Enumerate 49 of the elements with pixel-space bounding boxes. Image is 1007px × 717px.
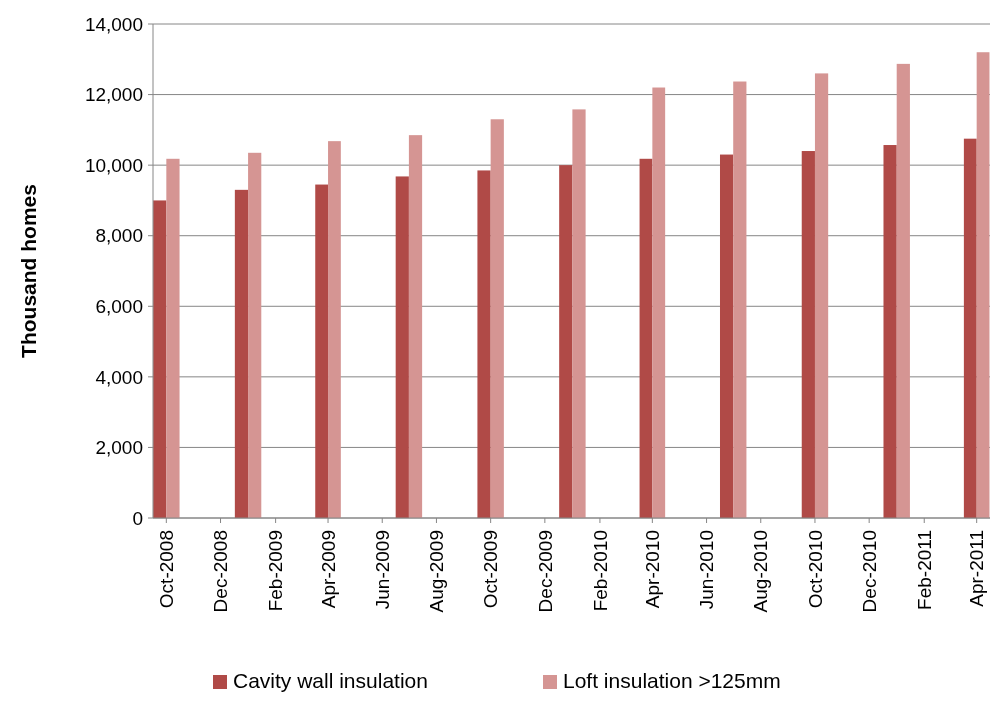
x-tick-label: Aug-2010 — [750, 530, 772, 613]
y-tick-label: 14,000 — [84, 13, 143, 35]
bar — [719, 154, 734, 518]
bar — [153, 200, 167, 518]
x-tick-label: Oct-2009 — [480, 530, 502, 609]
y-tick-label: 4,000 — [95, 366, 143, 388]
x-tick-label: Oct-2008 — [155, 530, 177, 609]
bar — [976, 52, 990, 518]
y-tick-label: 6,000 — [95, 295, 143, 317]
x-tick-label: Apr-2009 — [317, 530, 339, 609]
bar — [639, 158, 653, 518]
bar — [315, 184, 329, 518]
y-tick-label: 2,000 — [95, 437, 143, 459]
bar — [248, 152, 262, 518]
x-tick-label: Apr-2011 — [966, 530, 988, 607]
bar — [477, 170, 491, 518]
y-tick-label: 0 — [132, 507, 143, 529]
bar — [896, 63, 910, 518]
x-tick-label: Apr-2010 — [642, 530, 664, 609]
bar — [733, 81, 747, 518]
y-axis-title: Thousand homes — [17, 184, 40, 358]
bar — [490, 119, 504, 518]
x-tick-label: Feb-2011 — [913, 530, 935, 610]
bar — [801, 151, 815, 518]
bar — [572, 109, 586, 518]
legend-label: Loft insulation >125mm — [563, 669, 781, 692]
bar — [963, 138, 977, 518]
x-tick-label: Aug-2009 — [426, 530, 448, 613]
x-tick-label: Jun-2009 — [371, 530, 393, 610]
y-tick-label: 12,000 — [84, 84, 143, 106]
x-tick-label: Dec-2008 — [210, 530, 232, 613]
x-tick-label: Jun-2010 — [696, 530, 718, 610]
y-tick-label: 10,000 — [84, 154, 143, 176]
y-tick-label: 8,000 — [95, 225, 143, 247]
x-tick-label: Feb-2009 — [265, 530, 287, 612]
x-tick-label: Feb-2010 — [589, 530, 611, 612]
bar — [395, 176, 409, 518]
bar — [234, 189, 249, 518]
bar — [166, 158, 180, 518]
bar — [328, 141, 341, 518]
bar — [408, 135, 423, 518]
x-tick-label: Dec-2009 — [534, 530, 556, 613]
bar — [814, 73, 829, 518]
legend-label: Cavity wall insulation — [233, 669, 428, 692]
x-tick-label: Dec-2010 — [858, 530, 880, 613]
bar — [559, 165, 573, 518]
x-tick-label: Oct-2010 — [804, 530, 826, 609]
bar — [883, 145, 897, 518]
bar — [652, 87, 666, 518]
